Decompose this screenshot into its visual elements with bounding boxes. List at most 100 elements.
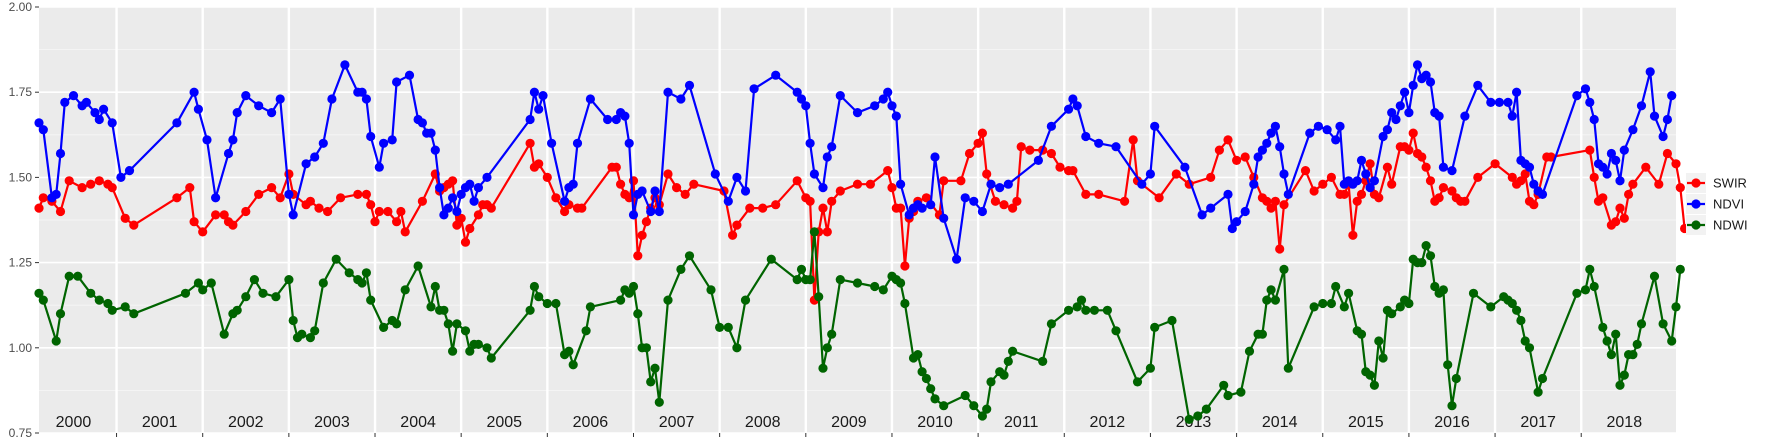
data-point-ndvi bbox=[1529, 179, 1539, 189]
data-point-ndwi bbox=[1606, 350, 1616, 360]
data-point-swir bbox=[1382, 162, 1392, 172]
data-point-ndvi bbox=[538, 91, 548, 101]
data-point-ndvi bbox=[1438, 162, 1448, 172]
data-point-ndwi bbox=[1649, 271, 1660, 281]
data-point-ndwi bbox=[827, 329, 837, 339]
data-point-ndwi bbox=[465, 346, 475, 356]
data-point-ndvi bbox=[1421, 70, 1431, 80]
data-point-ndwi bbox=[1671, 302, 1681, 312]
data-point-ndwi bbox=[646, 377, 656, 387]
data-point-ndwi bbox=[103, 298, 113, 309]
data-point-ndwi bbox=[1193, 411, 1203, 421]
data-point-ndwi bbox=[1598, 322, 1608, 332]
data-point-ndwi bbox=[852, 278, 863, 288]
y-tick-label: 1.75 bbox=[9, 85, 33, 99]
data-point-ndwi bbox=[732, 343, 742, 353]
legend-label: NDVI bbox=[1713, 197, 1744, 212]
data-point-swir bbox=[1662, 148, 1672, 159]
year-label: 2010 bbox=[917, 414, 953, 431]
data-point-ndwi bbox=[1636, 319, 1647, 329]
data-point-swir bbox=[542, 172, 552, 182]
data-point-swir bbox=[1309, 186, 1319, 196]
data-point-ndvi bbox=[1615, 176, 1625, 186]
data-point-ndvi bbox=[1253, 152, 1263, 162]
data-point-ndvi bbox=[275, 94, 285, 104]
data-point-ndvi bbox=[1240, 206, 1250, 217]
data-point-ndwi bbox=[581, 326, 591, 336]
data-point-ndvi bbox=[952, 254, 962, 264]
data-point-ndwi bbox=[1387, 309, 1397, 319]
data-point-ndwi bbox=[1395, 302, 1405, 312]
data-point-ndwi bbox=[564, 346, 574, 356]
data-point-swir bbox=[392, 217, 402, 227]
data-point-ndwi bbox=[1374, 336, 1384, 346]
data-point-swir bbox=[1025, 145, 1035, 155]
data-point-ndvi bbox=[650, 186, 660, 196]
data-point-ndwi bbox=[64, 271, 74, 281]
data-point-swir bbox=[1055, 162, 1065, 172]
data-point-ndvi bbox=[357, 87, 367, 97]
data-point-swir bbox=[641, 217, 652, 227]
data-point-ndvi bbox=[223, 148, 234, 159]
data-point-swir bbox=[1654, 179, 1664, 189]
data-point-swir bbox=[771, 200, 781, 210]
data-point-ndvi bbox=[1072, 101, 1082, 111]
data-point-ndvi bbox=[1150, 121, 1160, 131]
data-point-swir bbox=[616, 179, 626, 189]
data-point-swir bbox=[1421, 162, 1431, 172]
data-point-ndwi bbox=[1257, 329, 1267, 339]
data-point-ndvi bbox=[732, 172, 742, 182]
data-point-ndwi bbox=[34, 288, 44, 298]
data-point-ndvi bbox=[646, 206, 656, 217]
data-point-ndvi bbox=[995, 183, 1005, 193]
year-label: 2009 bbox=[831, 414, 867, 431]
data-point-ndvi bbox=[241, 91, 251, 101]
data-point-ndvi bbox=[55, 148, 66, 159]
data-point-ndvi bbox=[482, 172, 492, 182]
data-point-ndwi bbox=[1008, 346, 1018, 356]
data-point-swir bbox=[1154, 193, 1164, 203]
data-point-swir bbox=[254, 189, 264, 199]
y-tick-label: 1.00 bbox=[9, 341, 33, 355]
data-point-swir bbox=[560, 206, 570, 217]
data-point-ndvi bbox=[1322, 125, 1332, 135]
data-point-ndvi bbox=[68, 91, 79, 101]
data-point-ndvi bbox=[986, 179, 996, 189]
data-point-swir bbox=[1240, 152, 1250, 162]
data-point-swir bbox=[219, 210, 229, 220]
data-point-ndvi bbox=[1279, 169, 1289, 179]
data-point-ndvi bbox=[301, 159, 311, 169]
data-point-ndwi bbox=[1111, 326, 1121, 336]
data-point-ndvi bbox=[723, 196, 733, 206]
data-point-swir bbox=[185, 183, 195, 193]
data-point-ndvi bbox=[1266, 128, 1276, 138]
data-point-ndvi bbox=[452, 206, 462, 217]
data-point-ndvi bbox=[99, 104, 109, 114]
data-point-ndwi bbox=[1064, 305, 1074, 315]
data-point-swir bbox=[1675, 183, 1685, 193]
data-point-swir bbox=[1223, 135, 1233, 145]
data-point-ndvi bbox=[1206, 203, 1216, 213]
data-point-ndwi bbox=[1309, 302, 1319, 312]
data-point-swir bbox=[228, 220, 238, 230]
data-point-ndvi bbox=[1361, 169, 1371, 179]
data-point-ndvi bbox=[1262, 138, 1272, 148]
data-point-swir bbox=[1516, 176, 1526, 186]
data-point-ndvi bbox=[1387, 108, 1397, 118]
series-ndwi bbox=[34, 227, 1685, 424]
data-point-ndvi bbox=[284, 189, 294, 199]
data-point-ndvi bbox=[1580, 84, 1591, 94]
data-point-ndvi bbox=[1636, 101, 1647, 111]
data-point-ndvi bbox=[361, 94, 371, 104]
data-point-ndvi bbox=[1232, 217, 1242, 227]
data-point-ndvi bbox=[1145, 169, 1155, 179]
data-point-ndwi bbox=[1486, 302, 1496, 312]
data-point-ndwi bbox=[38, 295, 48, 305]
data-point-ndwi bbox=[1145, 363, 1155, 373]
data-point-swir bbox=[956, 176, 966, 186]
data-point-ndvi bbox=[1227, 223, 1237, 234]
data-point-ndvi bbox=[310, 152, 320, 162]
data-point-ndvi bbox=[891, 111, 901, 121]
data-point-swir bbox=[896, 203, 906, 213]
data-point-swir bbox=[1262, 196, 1272, 206]
